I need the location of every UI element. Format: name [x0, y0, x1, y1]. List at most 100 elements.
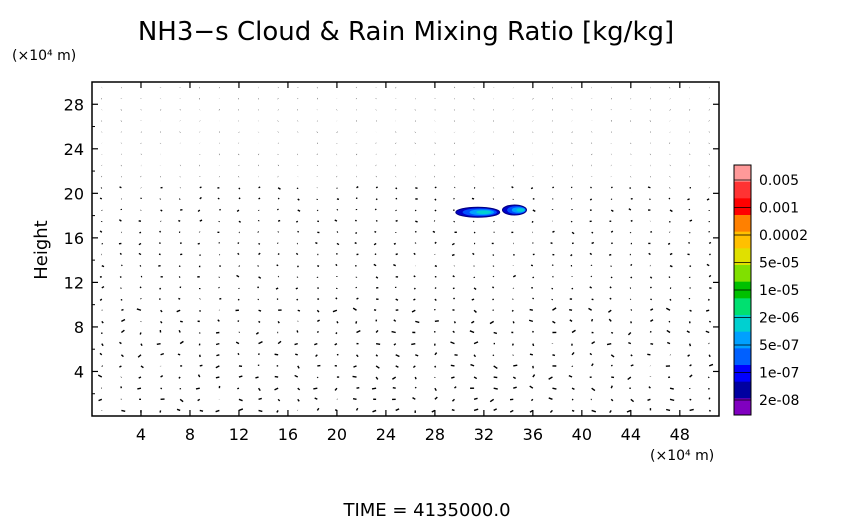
wind-vector	[589, 252, 593, 256]
x-tick-label: 12	[229, 425, 249, 444]
wind-vector	[413, 275, 416, 278]
x-tick-label: 44	[621, 425, 641, 444]
wind-vector	[315, 241, 318, 245]
wind-vector	[610, 364, 613, 367]
wind-vector	[591, 298, 594, 301]
wind-vector	[395, 354, 400, 358]
wind-vector	[434, 352, 438, 356]
wind-vector	[472, 220, 475, 223]
wind-vector	[452, 330, 455, 334]
wind-vector	[471, 298, 475, 301]
colorbar-swatch	[734, 315, 751, 333]
wind-vector	[591, 241, 595, 245]
wind-vector	[176, 309, 181, 313]
x-tick-label: 40	[572, 425, 592, 444]
wind-vector	[708, 363, 714, 367]
wind-vector	[689, 398, 692, 401]
wind-vector	[395, 253, 398, 256]
wind-vector	[434, 320, 439, 323]
wind-vector	[355, 321, 358, 324]
colorbar-label: 0.005	[759, 173, 799, 189]
wind-vector	[197, 398, 201, 402]
wind-vector	[591, 341, 596, 345]
y-tick-label: 24	[64, 140, 84, 159]
wind-vector	[160, 320, 163, 324]
wind-vector	[199, 219, 203, 222]
wind-vector	[120, 264, 123, 267]
wind-vector	[374, 208, 377, 211]
wind-vector	[178, 329, 181, 333]
wind-vector	[315, 354, 318, 357]
x-tick-label: 24	[376, 425, 396, 444]
wind-vector	[434, 209, 437, 212]
wind-vector	[708, 354, 711, 358]
wind-vector	[530, 264, 534, 267]
wind-vector	[469, 330, 475, 334]
wind-vector	[569, 319, 573, 322]
wind-vector	[258, 309, 262, 312]
wind-vector	[356, 297, 359, 300]
wind-vector	[434, 396, 438, 400]
wind-vector	[121, 318, 126, 322]
wind-vector	[489, 320, 495, 325]
wind-vector	[237, 252, 240, 256]
wind-vector	[199, 254, 201, 257]
wind-vector	[649, 330, 652, 333]
wind-vector	[215, 365, 220, 369]
wind-vector	[336, 242, 340, 246]
wind-vector	[314, 397, 318, 400]
wind-vector	[395, 209, 397, 212]
wind-vector	[393, 242, 396, 245]
wind-vector	[648, 386, 651, 389]
wind-vector	[411, 309, 416, 313]
wind-vector	[99, 197, 103, 200]
wind-vector	[353, 365, 357, 368]
wind-vector	[101, 343, 104, 347]
wind-vector	[295, 220, 299, 223]
wind-vector	[532, 209, 536, 213]
wind-vector	[628, 208, 632, 211]
wind-vector	[118, 219, 122, 222]
wind-vector	[650, 308, 654, 311]
wind-vector	[665, 307, 671, 311]
wind-vector	[688, 343, 692, 347]
wind-vector	[531, 220, 534, 223]
wind-vector	[528, 319, 534, 323]
wind-vector	[609, 286, 612, 289]
wind-vector	[607, 309, 612, 313]
wind-vector	[511, 186, 514, 189]
colorbar-label: 1e-05	[759, 283, 799, 299]
wind-vector	[297, 230, 300, 233]
wind-vector	[571, 329, 576, 334]
wind-vector	[434, 198, 437, 201]
wind-vector	[119, 365, 122, 368]
wind-vector	[137, 354, 142, 358]
wind-vector	[512, 321, 515, 324]
wind-vector	[258, 197, 261, 200]
wind-vector	[316, 376, 319, 379]
wind-vector	[297, 209, 301, 212]
wind-vector	[610, 230, 614, 233]
wind-vector	[608, 318, 612, 322]
wind-vector	[101, 320, 104, 324]
wind-vector	[627, 376, 632, 381]
wind-vector	[391, 330, 396, 334]
wind-vector	[238, 187, 241, 190]
wind-vector	[689, 408, 694, 412]
wind-vector	[238, 375, 243, 378]
wind-vector	[450, 364, 455, 367]
wind-vector	[258, 397, 262, 400]
wind-vector	[629, 231, 632, 234]
wind-vector	[158, 242, 161, 245]
wind-vector	[548, 397, 553, 400]
wind-vector	[101, 242, 104, 245]
wind-vector	[630, 398, 635, 403]
wind-vector	[238, 220, 242, 223]
wind-vector	[138, 242, 142, 246]
wind-vector	[219, 297, 222, 300]
wind-vector	[235, 341, 240, 345]
wind-vector	[257, 298, 260, 301]
wind-vector	[610, 354, 615, 358]
wind-vector	[355, 407, 359, 411]
